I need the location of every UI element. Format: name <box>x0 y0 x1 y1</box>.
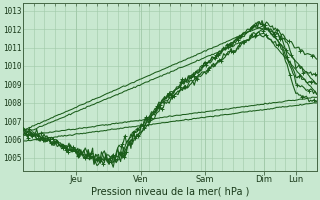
X-axis label: Pression niveau de la mer( hPa ): Pression niveau de la mer( hPa ) <box>91 187 249 197</box>
